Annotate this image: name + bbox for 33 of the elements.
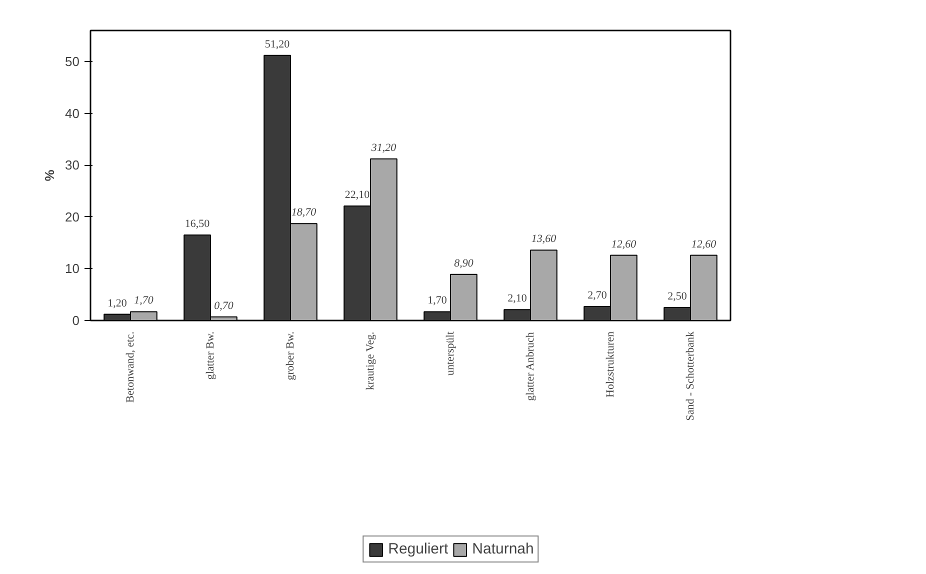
x-tick-label: Betonwand, etc. — [124, 331, 136, 403]
legend-label: Reguliert — [388, 540, 448, 558]
data-label: 2,10 — [508, 292, 528, 305]
x-tick-label: glatter Bw. — [204, 331, 216, 380]
data-label: 31,20 — [370, 142, 397, 154]
data-label: 18,70 — [291, 206, 317, 219]
y-tick-label: 50 — [65, 54, 80, 70]
y-tick-label: 0 — [72, 313, 80, 328]
x-tick-label: unterspült — [444, 331, 456, 376]
y-axis-title: % — [42, 169, 58, 182]
data-label: 22,10 — [344, 189, 370, 202]
x-tick-label: krautige Veg. — [364, 331, 376, 390]
data-label: 13,60 — [531, 233, 557, 246]
data-label: 0,70 — [214, 300, 234, 312]
data-label: 2,50 — [668, 290, 688, 303]
x-tick-label: glatter Anbruch — [524, 332, 536, 401]
data-label: 1,20 — [108, 297, 128, 310]
y-tick-label: 30 — [65, 158, 80, 173]
data-label: 16,50 — [184, 218, 210, 230]
data-label: 1,70 — [134, 294, 154, 307]
x-tick-label: Sand - Schotterbank — [684, 331, 696, 421]
data-label: 2,70 — [588, 290, 608, 302]
y-tick-label: 20 — [65, 209, 80, 224]
x-tick-label: grober Bw. — [284, 331, 296, 380]
data-label: 1,70 — [428, 294, 448, 307]
data-label: 12,60 — [611, 238, 637, 250]
legend-label: Naturnah — [472, 540, 534, 558]
y-tick-label: 10 — [65, 261, 80, 276]
data-label: 12,60 — [691, 238, 717, 250]
data-label: 8,90 — [454, 257, 474, 270]
y-tick-label: 40 — [65, 106, 80, 121]
x-tick-label: Holzstrukturen — [604, 331, 616, 398]
data-label: 51,20 — [264, 38, 290, 50]
